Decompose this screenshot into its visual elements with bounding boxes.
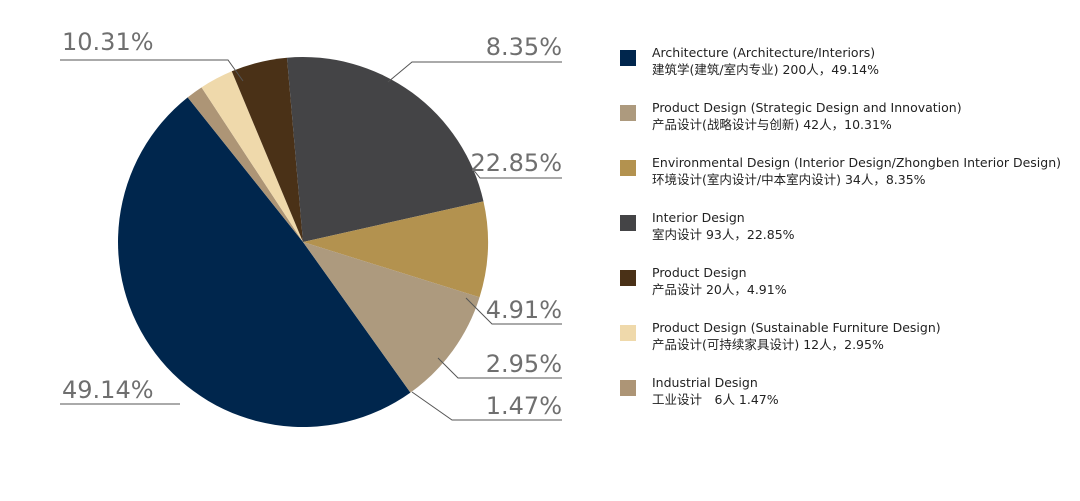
- legend-swatch: [620, 270, 636, 286]
- pie-slice: [303, 242, 480, 393]
- leader-line: [60, 59, 244, 82]
- slice-percent-label: 10.31%: [62, 28, 154, 56]
- legend-subtitle: 产品设计 20人，4.91%: [652, 282, 787, 297]
- leader-line: [465, 297, 562, 325]
- leader-line: [437, 357, 562, 379]
- legend-title: Product Design: [652, 265, 747, 280]
- slice-percent-label: 22.85%: [470, 149, 562, 177]
- slice-percent-label: 4.91%: [486, 296, 562, 324]
- legend-swatch: [620, 215, 636, 231]
- pie-chart: 49.14% 1.47% 2.95% 4.91% 22.85% 8.35% 10.31%: [60, 28, 562, 427]
- leader-line: [471, 167, 562, 179]
- legend-subtitle: 产品设计(战略设计与创新) 42人，10.31%: [652, 117, 892, 132]
- chart-legend: Architecture (Architecture/Interiors) 建筑…: [620, 44, 1061, 429]
- legend-swatch: [620, 325, 636, 341]
- pie-slice: [118, 97, 411, 427]
- legend-item-product-design: Product Design 产品设计 20人，4.91%: [620, 264, 1060, 319]
- legend-subtitle: 产品设计(可持续家具设计) 12人，2.95%: [652, 337, 884, 352]
- pie-slice: [187, 87, 303, 242]
- legend-subtitle: 环境设计(室内设计/中本室内设计) 34人，8.35%: [652, 172, 926, 187]
- legend-swatch: [620, 380, 636, 396]
- legend-item-environmental-design: Environmental Design (Interior Design/Zh…: [620, 154, 1061, 209]
- pie-slice: [303, 201, 489, 298]
- legend-item-industrial-design: Industrial Design 工业设计 6人 1.47%: [620, 374, 1060, 429]
- legend-swatch: [620, 105, 636, 121]
- legend-swatch: [620, 50, 636, 66]
- pie-slice: [286, 56, 484, 243]
- leader-line: [387, 61, 562, 83]
- slice-percent-label: 49.14%: [62, 376, 154, 404]
- leader-line: [411, 391, 562, 421]
- legend-title: Product Design (Strategic Design and Inn…: [652, 100, 962, 115]
- legend-subtitle: 建筑学(建筑/室内专业) 200人，49.14%: [652, 62, 879, 77]
- legend-item-product-design-strategic: Product Design (Strategic Design and Inn…: [620, 99, 1060, 154]
- legend-subtitle: 工业设计 6人 1.47%: [652, 392, 779, 407]
- pie-slice: [201, 71, 303, 242]
- legend-swatch: [620, 160, 636, 176]
- legend-title: Product Design (Sustainable Furniture De…: [652, 320, 941, 335]
- legend-item-architecture: Architecture (Architecture/Interiors) 建筑…: [620, 44, 1060, 99]
- pie-slice: [231, 57, 303, 242]
- slice-percent-label: 8.35%: [486, 33, 562, 61]
- slice-percent-label: 2.95%: [486, 350, 562, 378]
- legend-item-product-design-furniture: Product Design (Sustainable Furniture De…: [620, 319, 1060, 374]
- legend-item-interior-design: Interior Design 室内设计 93人，22.85%: [620, 209, 1060, 264]
- legend-title: Industrial Design: [652, 375, 758, 390]
- legend-subtitle: 室内设计 93人，22.85%: [652, 227, 795, 242]
- slice-percent-label: 1.47%: [486, 392, 562, 420]
- legend-title: Interior Design: [652, 210, 745, 225]
- legend-title: Architecture (Architecture/Interiors): [652, 45, 876, 60]
- legend-title: Environmental Design (Interior Design/Zh…: [652, 155, 1061, 170]
